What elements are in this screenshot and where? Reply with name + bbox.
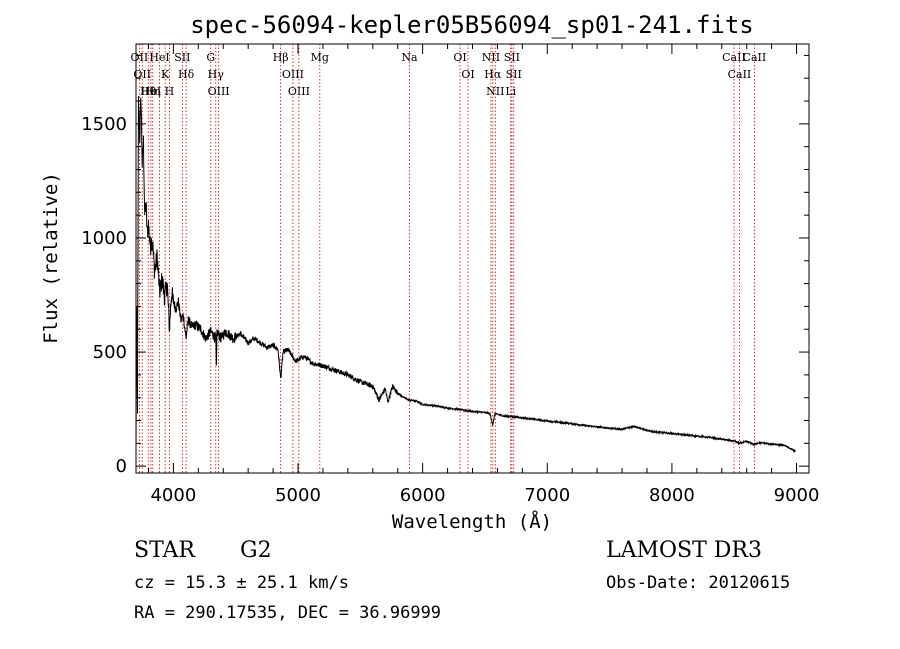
- spectral-line-label-13: Hβ: [273, 51, 289, 64]
- y-tick-label-3: 1500: [81, 114, 127, 135]
- spectrum-line: [135, 96, 796, 453]
- object-class: STAR: [134, 538, 195, 563]
- coordinates-text: RA = 290.17535, DEC = 36.96999: [134, 603, 442, 623]
- y-tick-label-0: 0: [116, 456, 127, 477]
- spectral-line-label-10: G: [206, 51, 215, 64]
- spectral-line-label-26: CaII: [722, 51, 746, 64]
- spectral-line-label-7: H: [165, 85, 175, 98]
- spectral-line-label-18: OI: [453, 51, 466, 64]
- spectral-line-label-11: Hγ: [208, 68, 225, 81]
- spectral-line-label-15: OIII: [288, 85, 310, 98]
- spectral-line-label-22: NII: [486, 85, 504, 98]
- spectral-line-label-9: Hδ: [178, 68, 195, 81]
- x-tick-label-3: 7000: [524, 485, 570, 506]
- x-tick-label-0: 4000: [150, 485, 196, 506]
- y-tick-label-1: 500: [93, 342, 127, 363]
- object-subclass: G2: [240, 538, 272, 563]
- spectral-line-label-27: CaII: [728, 68, 752, 81]
- spectral-line-label-4: Hη: [145, 85, 161, 98]
- redshift-text: cz = 15.3 ± 25.1 km/s: [134, 573, 349, 593]
- x-axis-label: Wavelength (Å): [392, 510, 552, 533]
- spectral-line-label-19: OI: [461, 68, 474, 81]
- spectral-line-label-0: OII: [131, 51, 149, 64]
- spectral-line-label-20: NII: [482, 51, 500, 64]
- x-tick-label-2: 6000: [400, 485, 446, 506]
- spectral-line-label-17: Na: [401, 51, 418, 64]
- spectral-line-label-5: HeI: [149, 51, 169, 64]
- spectral-line-label-28: CaII: [743, 51, 767, 64]
- spectral-line-label-3: HeI: [141, 85, 161, 98]
- x-tick-label-4: 8000: [649, 485, 695, 506]
- chart-title: spec-56094-kepler05B56094_sp01-241.fits: [190, 11, 754, 39]
- spectral-line-label-16: Mg: [311, 51, 329, 64]
- spectral-line-label-24: SII: [504, 51, 520, 64]
- spectral-line-label-14: OIII: [282, 68, 304, 81]
- x-tick-label-1: 5000: [275, 485, 321, 506]
- x-tick-label-5: 9000: [774, 485, 820, 506]
- spectral-line-label-25: SII: [506, 68, 522, 81]
- y-axis-label: Flux (relative): [40, 172, 62, 344]
- y-tick-label-2: 1000: [81, 228, 127, 249]
- spectral-line-label-6: K: [161, 68, 170, 81]
- obs-date: Obs-Date: 20120615: [606, 573, 791, 593]
- plot-frame: [135, 43, 810, 474]
- survey-name: LAMOST DR3: [606, 538, 762, 563]
- spectral-line-label-8: SII: [174, 51, 190, 64]
- spectral-line-label-2: Hθ: [140, 85, 157, 98]
- spectral-line-label-23: Li: [505, 85, 516, 98]
- spectral-line-label-21: Hα: [484, 68, 502, 81]
- spectral-line-label-12: OIII: [208, 85, 230, 98]
